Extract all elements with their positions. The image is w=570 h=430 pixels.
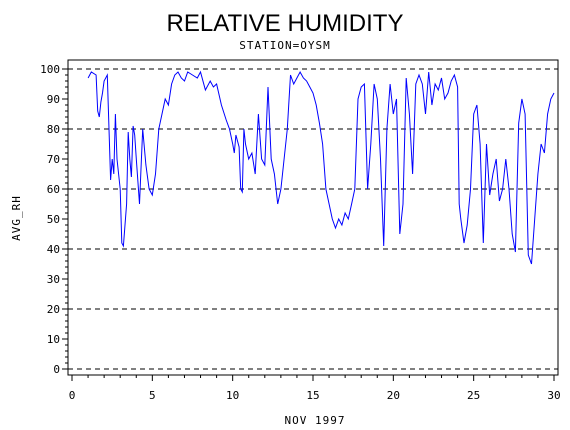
reference-lines <box>68 68 558 370</box>
y-axis-label: AVG_RH <box>10 195 23 241</box>
y-tick-label: 0 <box>53 363 60 376</box>
y-tick-label: 20 <box>47 303 60 316</box>
x-axis-ticks: 0 5 10 15 20 25 30 <box>69 375 561 402</box>
x-axis-label: NOV 1997 <box>285 414 346 427</box>
chart-subtitle: STATION=OYSM <box>239 39 330 52</box>
x-tick-label: 5 <box>149 389 156 402</box>
y-tick-label: 80 <box>47 123 60 136</box>
x-tick-label: 25 <box>467 389 480 402</box>
y-tick-label: 30 <box>47 273 60 286</box>
x-tick-label: 20 <box>387 389 400 402</box>
y-tick-label: 10 <box>47 333 60 346</box>
y-tick-label: 70 <box>47 153 60 166</box>
x-tick-label: 10 <box>226 389 239 402</box>
y-axis-ticks: 0 10 20 30 40 50 60 70 80 90 100 <box>40 63 68 376</box>
y-tick-label: 60 <box>47 183 60 196</box>
plot-frame <box>67 59 559 376</box>
y-tick-label: 40 <box>47 243 60 256</box>
x-tick-label: 0 <box>69 389 76 402</box>
y-tick-label: 50 <box>47 213 60 226</box>
series-line-avg-rh <box>87 70 555 265</box>
y-tick-label: 100 <box>40 63 60 76</box>
x-tick-label: 30 <box>547 389 560 402</box>
y-tick-label: 90 <box>47 93 60 106</box>
chart-title: RELATIVE HUMIDITY <box>167 10 404 37</box>
x-tick-label: 15 <box>306 389 319 402</box>
